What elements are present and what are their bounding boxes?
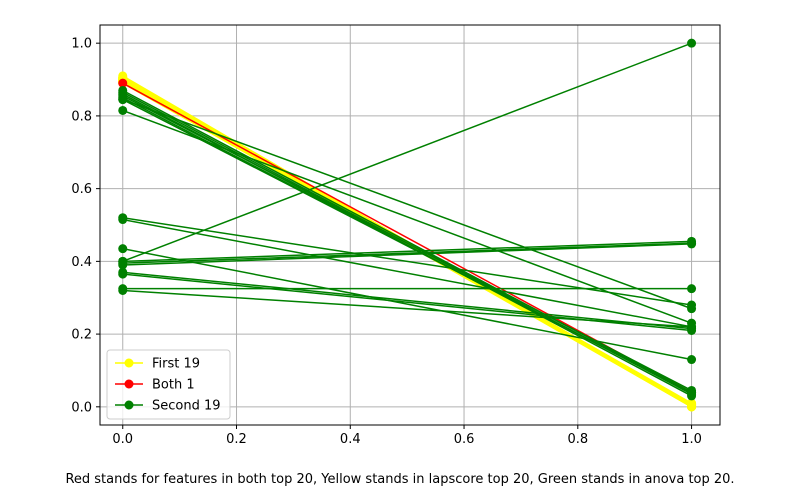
legend: First 19 Both 1 Second 19 xyxy=(106,349,231,420)
series-line xyxy=(122,240,692,263)
data-point xyxy=(687,355,697,365)
data-point xyxy=(118,78,128,88)
series-line xyxy=(122,289,692,328)
legend-label: Second 19 xyxy=(152,399,221,414)
series-line xyxy=(122,271,692,330)
data-point xyxy=(118,269,128,279)
data-point xyxy=(118,95,128,105)
legend-marker xyxy=(124,358,134,368)
data-point xyxy=(687,322,697,332)
series-line xyxy=(122,98,692,393)
x-tick-label: 0.6 xyxy=(454,432,475,447)
series-line xyxy=(122,216,692,306)
series-line xyxy=(122,98,692,310)
series-layer xyxy=(118,38,697,412)
legend-marker xyxy=(124,379,134,389)
series-line xyxy=(122,247,692,361)
legend-marker xyxy=(124,400,134,410)
y-tick-label: 0.4 xyxy=(71,255,92,270)
data-point xyxy=(687,402,697,412)
y-tick-label: 0.2 xyxy=(71,328,92,343)
x-tick-label: 0.8 xyxy=(567,432,588,447)
data-point xyxy=(687,38,697,48)
data-point xyxy=(687,239,697,249)
y-tick-label: 0.0 xyxy=(71,400,92,415)
series-line xyxy=(122,242,692,264)
legend-box xyxy=(106,349,231,420)
x-tick-label: 0.0 xyxy=(112,432,133,447)
data-point xyxy=(118,215,128,225)
series-line xyxy=(122,243,692,266)
data-point xyxy=(118,105,128,115)
axis-ticks: 0.0 0.2 0.4 0.6 0.8 1.0 0.0 0.2 0.4 0.6 0.8 1.0 xyxy=(71,37,702,447)
figure-caption: Red stands for features in both top 20, … xyxy=(65,472,735,487)
series-line xyxy=(122,42,692,263)
series-line xyxy=(122,95,692,392)
y-tick-label: 0.8 xyxy=(71,109,92,124)
y-tick-label: 0.6 xyxy=(71,182,92,197)
data-point xyxy=(118,260,128,270)
data-point xyxy=(687,387,697,397)
data-point xyxy=(118,285,128,295)
x-tick-label: 0.4 xyxy=(340,432,361,447)
data-point xyxy=(118,244,128,254)
y-tick-label: 1.0 xyxy=(71,37,92,52)
data-point xyxy=(687,284,697,294)
plot-frame xyxy=(99,24,721,426)
legend-label: Both 1 xyxy=(152,378,195,393)
series-line xyxy=(122,218,692,328)
legend-label: First 19 xyxy=(152,357,200,372)
series-line xyxy=(122,109,692,324)
data-point xyxy=(687,300,697,310)
x-tick-label: 1.0 xyxy=(681,432,702,447)
x-tick-label: 0.2 xyxy=(226,432,247,447)
